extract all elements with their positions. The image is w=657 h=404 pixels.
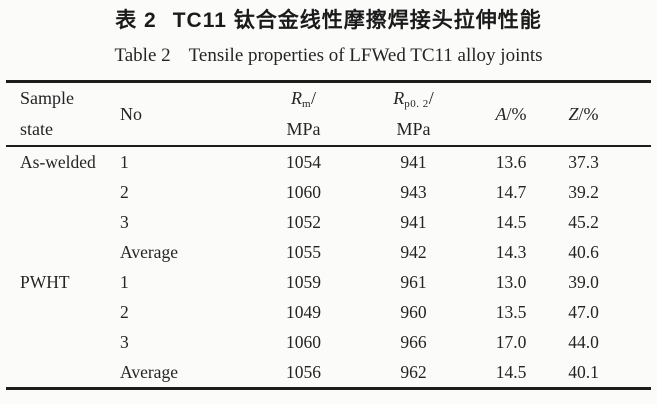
table-row: 3 1052 941 14.5 45.2: [6, 207, 651, 237]
header-rm-unit: MPa: [286, 119, 321, 139]
table-row: 2 1049 960 13.5 47.0: [6, 297, 651, 327]
table-row: As-welded 1 1054 941 13.6 37.3: [6, 146, 651, 177]
cell-rp02: 941: [400, 211, 427, 232]
cell-sample-state: [6, 357, 106, 389]
cell-rm: 1056: [286, 361, 321, 382]
cell-sample-state: As-welded: [20, 151, 96, 172]
table-title-chinese: 表 2 TC11 钛合金线性摩擦焊接头拉伸性能: [0, 7, 657, 35]
table-title-en-label: Table 2: [114, 45, 171, 66]
cell-no: 2: [120, 301, 129, 322]
header-rp02-unit: MPa: [396, 119, 431, 139]
cell-rp02: 962: [400, 361, 427, 382]
cell-no: 1: [120, 151, 129, 172]
cell-rp02: 941: [400, 151, 427, 172]
cell-rm: 1049: [286, 301, 321, 322]
header-rm-symbol-line: Rm/: [290, 88, 317, 110]
cell-rp02: 942: [400, 241, 427, 262]
cell-a: 13.6: [495, 151, 527, 172]
cell-sample-state: [6, 327, 106, 357]
table-body: As-welded 1 1054 941 13.6 37.3 2 1060 94…: [6, 146, 651, 389]
cell-a: 17.0: [495, 331, 527, 352]
header-row: Sample state No Rm/ MPa Rp0. 2/ MPa: [6, 81, 651, 147]
table-header: Sample state No Rm/ MPa Rp0. 2/ MPa: [6, 81, 651, 147]
cell-sample-state: [6, 177, 106, 207]
cell-no: 1: [120, 271, 129, 292]
cell-z: 47.0: [568, 301, 599, 322]
cell-rm: 1060: [286, 181, 321, 202]
cell-no: Average: [120, 361, 178, 382]
table-row: 2 1060 943 14.7 39.2: [6, 177, 651, 207]
header-sample-state-line1: Sample: [20, 88, 74, 108]
cell-rm: 1054: [286, 151, 321, 172]
table-row: Average 1055 942 14.3 40.6: [6, 237, 651, 267]
header-rp02: Rp0. 2/ MPa: [361, 81, 466, 147]
cell-rp02: 966: [400, 331, 427, 352]
cell-sample-state: [6, 297, 106, 327]
table-title-zh-text: TC11 钛合金线性摩擦焊接头拉伸性能: [172, 9, 542, 32]
cell-no: 3: [120, 211, 129, 232]
cell-a: 14.5: [495, 361, 527, 382]
cell-z: 40.6: [568, 241, 599, 262]
cell-sample-state: PWHT: [20, 271, 70, 292]
cell-z: 44.0: [568, 331, 599, 352]
header-rm: Rm/ MPa: [246, 81, 361, 147]
cell-a: 14.5: [495, 211, 527, 232]
table-row: Average 1056 962 14.5 40.1: [6, 357, 651, 389]
table-title-zh-label: 表 2: [115, 9, 157, 32]
header-elongation: A/%: [466, 81, 556, 147]
cell-a: 14.7: [495, 181, 527, 202]
cell-rp02: 961: [400, 271, 427, 292]
cell-no: 3: [120, 331, 129, 352]
cell-z: 39.2: [568, 181, 599, 202]
cell-a: 13.0: [495, 271, 527, 292]
header-sample-state-line2: state: [20, 119, 53, 139]
cell-a: 13.5: [495, 301, 527, 322]
table-row: 3 1060 966 17.0 44.0: [6, 327, 651, 357]
cell-rm: 1055: [286, 241, 321, 262]
header-no: No: [106, 81, 246, 147]
cell-sample-state: [6, 207, 106, 237]
table-title-english: Table 2 Tensile properties of LFWed TC11 …: [0, 43, 657, 69]
cell-z: 45.2: [568, 211, 599, 232]
cell-no: 2: [120, 181, 129, 202]
cell-rm: 1059: [286, 271, 321, 292]
header-sample-state: Sample state: [6, 81, 106, 147]
cell-z: 39.0: [568, 271, 599, 292]
cell-a: 14.3: [495, 241, 527, 262]
cell-rm: 1052: [286, 211, 321, 232]
header-rp02-symbol-line: Rp0. 2/: [393, 88, 434, 110]
table-row: PWHT 1 1059 961 13.0 39.0: [6, 267, 651, 297]
header-reduction-of-area: Z/%: [556, 81, 651, 147]
cell-rm: 1060: [286, 331, 321, 352]
cell-z: 37.3: [568, 151, 599, 172]
tensile-properties-table: Sample state No Rm/ MPa Rp0. 2/ MPa: [6, 80, 651, 390]
cell-rp02: 960: [400, 301, 427, 322]
cell-no: Average: [120, 241, 178, 262]
table-title-en-text: Tensile properties of LFWed TC11 alloy j…: [188, 45, 543, 66]
cell-rp02: 943: [400, 181, 427, 202]
cell-z: 40.1: [568, 361, 599, 382]
cell-sample-state: [6, 237, 106, 267]
